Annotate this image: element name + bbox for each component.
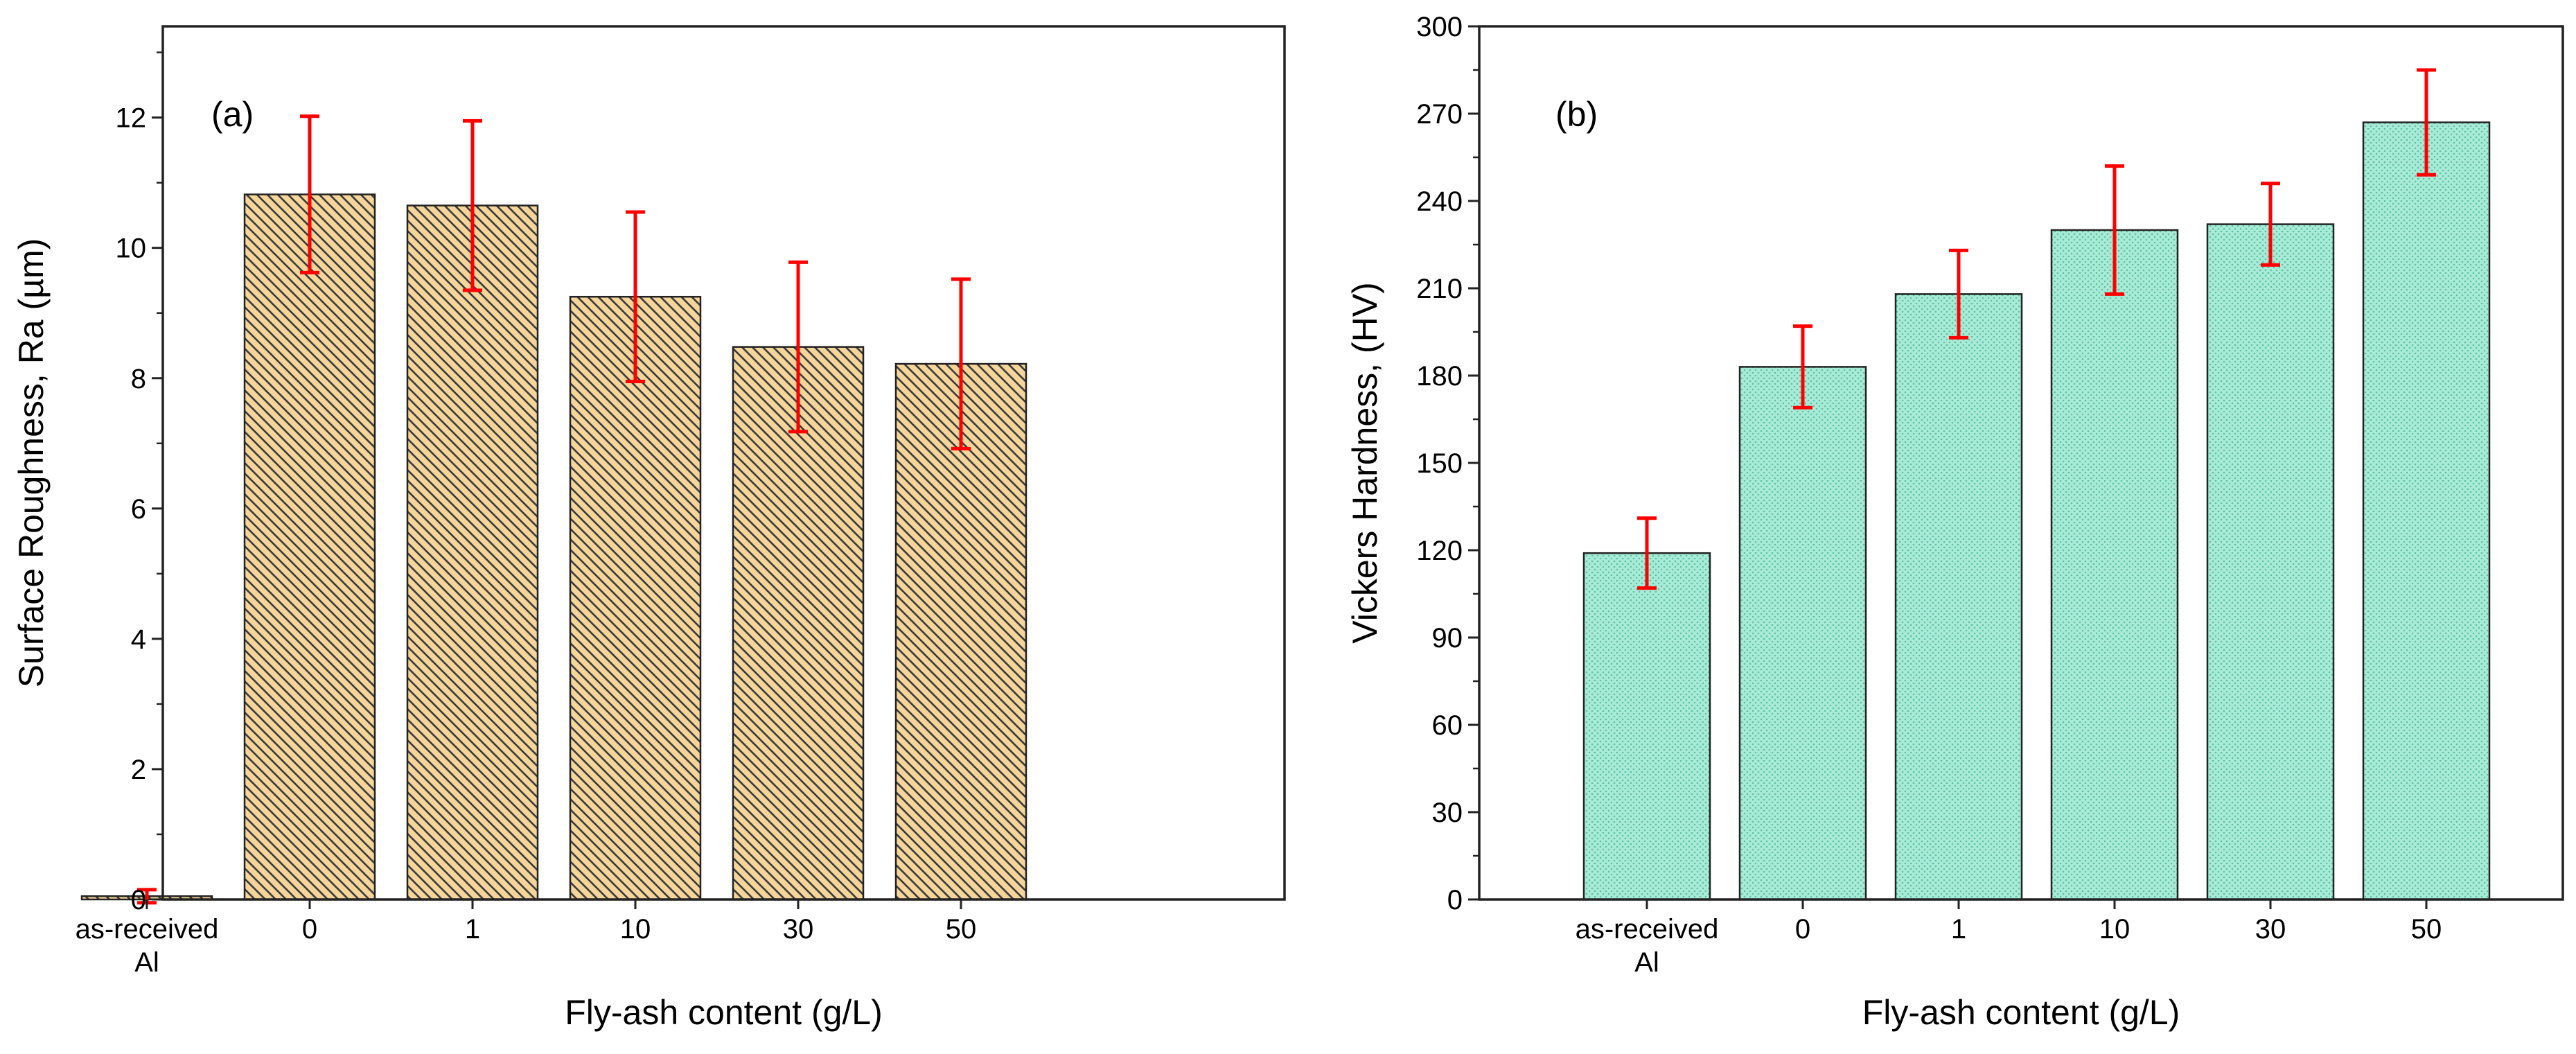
error-bar [951, 277, 971, 450]
y-tick-label: 90 [1432, 623, 1463, 653]
y-tick-label: 30 [1432, 798, 1463, 828]
x-tick-label: 1 [465, 914, 480, 945]
y-tick-label: 10 [116, 234, 147, 264]
x-tick-label: 10 [620, 914, 651, 945]
x-axis-label: Fly-ash content (g/L) [1862, 993, 2180, 1032]
error-bar [1637, 516, 1657, 590]
x-tick-label: as-received Al [1576, 914, 1719, 978]
y-tick-label: 300 [1416, 12, 1463, 42]
y-tick-label: 6 [131, 494, 146, 525]
error-bar [2105, 164, 2124, 296]
y-tick-label: 60 [1432, 710, 1463, 741]
y-tick-label: 0 [131, 885, 146, 915]
error-bar [1793, 324, 1812, 410]
x-tick-label: 10 [2099, 914, 2131, 945]
y-tick-label: 210 [1416, 274, 1463, 304]
bar [1894, 293, 2023, 901]
y-tick-label: 270 [1416, 99, 1463, 130]
x-tick-label: 50 [946, 914, 977, 945]
x-tick-label: 0 [1795, 914, 1810, 945]
x-axis-label: Fly-ash content (g/L) [565, 993, 883, 1032]
plot-frame [161, 25, 1286, 901]
bar [569, 295, 702, 901]
y-tick-label: 4 [131, 624, 146, 655]
error-bar [463, 118, 482, 292]
y-tick-label: 0 [1447, 885, 1463, 915]
error-bar [2417, 68, 2436, 177]
bar [1582, 552, 1711, 901]
y-tick-label: 240 [1416, 186, 1463, 217]
error-bar [626, 210, 645, 383]
bar [894, 362, 1027, 901]
bar [2362, 121, 2491, 901]
bar [406, 204, 539, 901]
panel-label: (b) [1555, 95, 1598, 134]
bar [2050, 229, 2179, 901]
error-bar [2261, 182, 2280, 267]
error-bar [300, 114, 319, 274]
y-tick-label: 2 [131, 755, 146, 785]
x-tick-label: as-received Al [76, 914, 219, 978]
bar [1738, 366, 1867, 901]
bar [243, 193, 376, 901]
panel-label: (a) [211, 95, 254, 134]
y-tick-label: 180 [1416, 361, 1463, 392]
x-tick-label: 30 [2255, 914, 2286, 945]
x-tick-label: 1 [1951, 914, 1966, 945]
y-tick-label: 120 [1416, 536, 1463, 566]
y-tick-label: 8 [131, 364, 146, 394]
bar [2206, 223, 2335, 901]
x-tick-label: 30 [783, 914, 814, 945]
error-bar [1949, 248, 1968, 340]
x-tick-label: 50 [2411, 914, 2442, 945]
y-axis-label: Vickers Hardness, (HV) [1346, 282, 1384, 643]
y-axis-label: Surface Roughness, Ra (µm) [12, 238, 51, 688]
error-bar [788, 260, 808, 434]
y-tick-label: 150 [1416, 448, 1463, 479]
x-tick-label: 0 [302, 914, 317, 945]
y-tick-label: 12 [116, 103, 147, 134]
